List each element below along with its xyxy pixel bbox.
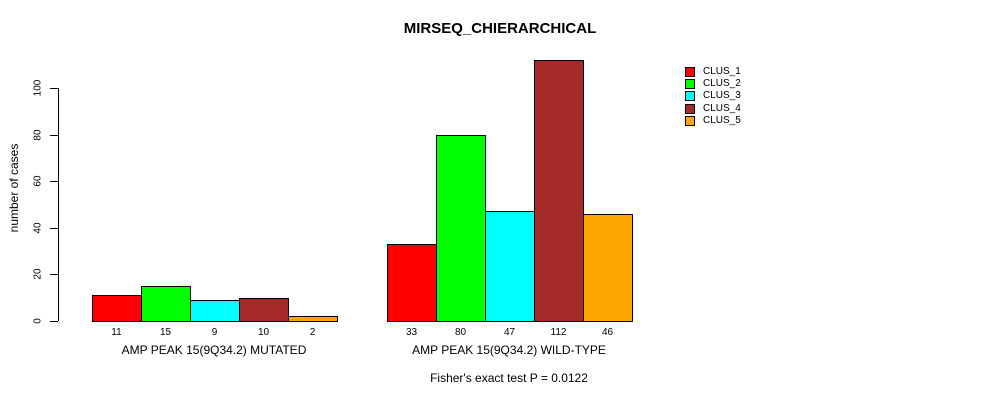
y-tick-label: 80	[32, 129, 44, 141]
y-tick	[50, 227, 58, 229]
legend-swatch	[685, 91, 695, 102]
bar-value-label: 15	[159, 327, 172, 338]
legend-item-clus_5: CLUS_5	[685, 115, 741, 127]
y-tick-label: 40	[32, 222, 44, 234]
x-group-label-mutated: AMP PEAK 15(9Q34.2) MUTATED	[121, 343, 307, 357]
y-tick	[50, 274, 58, 276]
y-tick-label: 60	[32, 175, 44, 187]
bar-value-label: 33	[405, 327, 418, 338]
y-tick	[50, 181, 58, 183]
bar-value-label: 112	[550, 327, 567, 338]
bar-clus_3	[190, 300, 240, 322]
legend-label: CLUS_4	[703, 102, 741, 114]
bar-value-label: 9	[211, 327, 218, 338]
y-axis-label: number of cases	[7, 143, 21, 233]
bar-value-label: 80	[454, 327, 467, 338]
y-tick	[50, 88, 58, 89]
chart-title: MIRSEQ_CHIERARCHICAL	[403, 20, 597, 37]
bar-value-label: 2	[309, 327, 316, 338]
legend-swatch	[685, 67, 695, 78]
bar-clus_2	[436, 134, 486, 322]
legend-label: CLUS_1	[703, 66, 741, 78]
bar-clus_1	[387, 244, 437, 322]
bar-clus_5	[583, 213, 633, 322]
legend: CLUS_1 CLUS_2 CLUS_3 CLUS_4 CLUS_5	[685, 66, 741, 127]
y-tick	[50, 321, 58, 322]
legend-label: CLUS_5	[703, 114, 741, 126]
bar-value-label: 47	[503, 327, 516, 338]
bar-value-label: 46	[601, 327, 614, 338]
bar-clus_5	[288, 316, 338, 322]
legend-item-clus_2: CLUS_2	[685, 78, 741, 90]
x-group-label-wildtype: AMP PEAK 15(9Q34.2) WILD-TYPE	[412, 343, 606, 357]
y-tick	[50, 134, 58, 136]
bar-clus_2	[141, 286, 191, 322]
y-tick-label: 100	[32, 79, 44, 97]
legend-label: CLUS_2	[703, 78, 741, 90]
legend-item-clus_4: CLUS_4	[685, 103, 741, 115]
bar-clus_4	[239, 297, 289, 322]
legend-label: CLUS_3	[703, 90, 741, 102]
legend-swatch	[685, 115, 695, 126]
y-tick-label: 20	[32, 268, 44, 280]
legend-item-clus_1: CLUS_1	[685, 66, 741, 78]
bar-clus_1	[92, 295, 142, 322]
legend-item-clus_3: CLUS_3	[685, 90, 741, 102]
y-axis-line	[58, 88, 59, 321]
bar-clus_4	[534, 60, 584, 322]
bar-value-label: 11	[111, 327, 122, 338]
bar-value-label: 10	[257, 327, 270, 338]
footnote-fisher-test: Fisher's exact test P = 0.0122	[430, 371, 588, 385]
legend-swatch	[685, 103, 695, 114]
bar-clus_3	[485, 211, 535, 322]
y-tick-label: 0	[32, 318, 44, 324]
legend-swatch	[685, 79, 695, 90]
